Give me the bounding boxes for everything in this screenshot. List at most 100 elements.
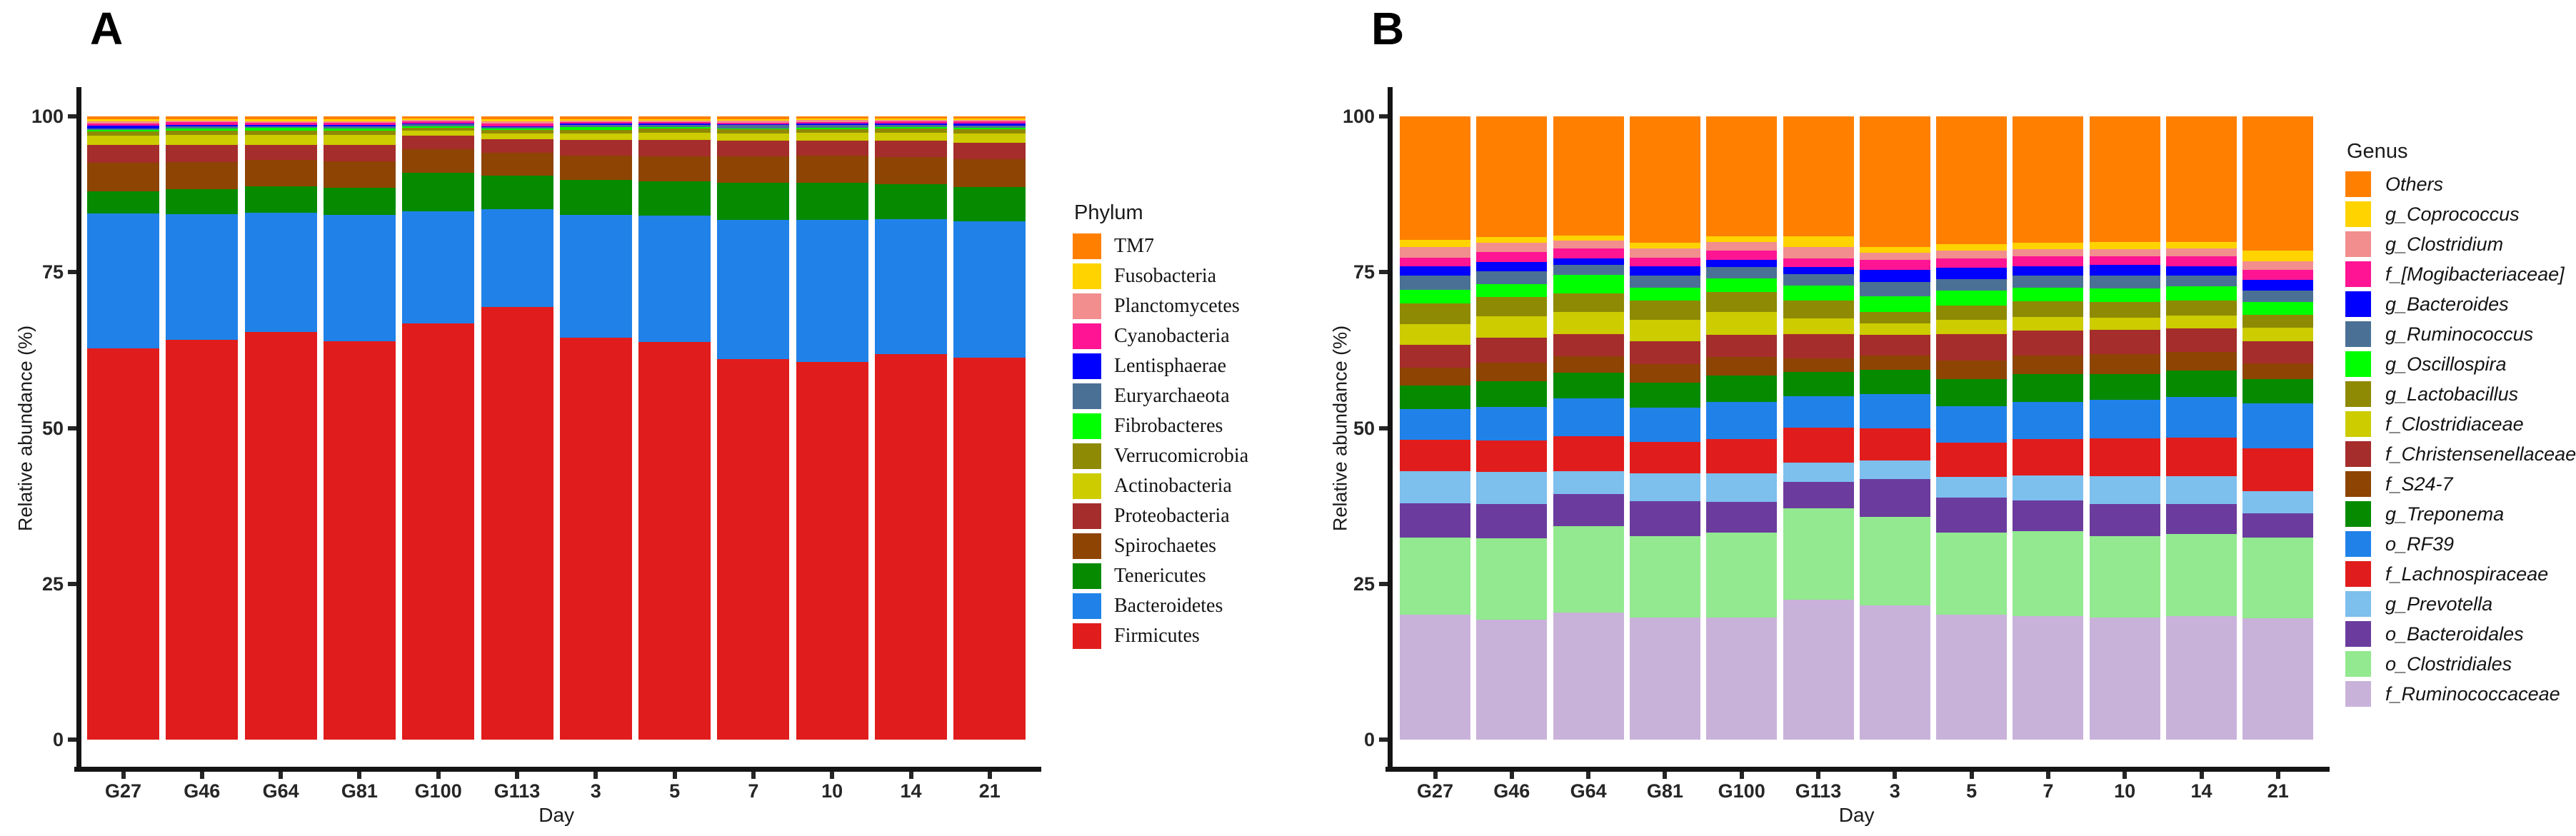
bar-segment — [323, 215, 396, 342]
legend-item: Cyanobacteria — [1073, 323, 1301, 353]
bar-segment — [402, 149, 475, 173]
legend-swatch — [2345, 201, 2371, 227]
bar-segment — [1706, 439, 1778, 474]
bar-segment — [166, 126, 239, 129]
bar-segment — [875, 141, 947, 158]
bar-segment — [323, 161, 396, 188]
bar-segment — [481, 119, 553, 121]
bar-segment — [796, 119, 868, 121]
legend-swatch — [1073, 503, 1101, 529]
bar-segment — [1553, 525, 1624, 613]
bar-segment — [1553, 494, 1624, 526]
legend-swatch — [2345, 291, 2371, 317]
legend-item-label: g_Prevotella — [2385, 593, 2493, 615]
bar-segment — [402, 211, 475, 323]
bar-segment — [2166, 616, 2237, 740]
bar-segment — [1706, 236, 1778, 243]
bar-segment — [2013, 500, 2084, 532]
bar-segment — [2089, 536, 2160, 618]
legend-swatch — [2345, 381, 2371, 407]
bar-segment — [2089, 116, 2160, 243]
bar-segment — [1400, 503, 1470, 538]
x-tick-label: 5 — [1966, 780, 1978, 802]
x-tick-label: 21 — [978, 780, 1001, 802]
bar-segment — [87, 135, 159, 146]
bar-segment — [2166, 351, 2237, 371]
bar-segment — [87, 131, 159, 136]
panel-b-x-axis-title: Day — [1838, 804, 1875, 826]
x-tick-mark — [2123, 772, 2128, 779]
x-tick-mark — [593, 772, 598, 779]
bar-segment — [2166, 116, 2237, 243]
bar-5 — [638, 116, 711, 740]
legend-item-label: Actinobacteria — [1114, 475, 1232, 497]
bar-segment — [1476, 472, 1548, 505]
bar-segment — [323, 126, 396, 129]
bar-G64 — [1553, 116, 1624, 740]
bar-segment — [2089, 317, 2160, 331]
bar-segment — [1400, 367, 1470, 386]
bar-segment — [1936, 406, 2008, 443]
bar-segment — [323, 128, 396, 131]
bar-segment — [1936, 305, 2008, 321]
bar-segment — [402, 120, 475, 121]
bar-segment — [1859, 253, 1930, 260]
legend-swatch — [1073, 323, 1101, 349]
bar-segment — [1629, 441, 1700, 474]
bar-segment — [323, 188, 396, 216]
bar-segment — [2166, 504, 2237, 534]
bar-segment — [1400, 470, 1470, 504]
bar-segment — [1859, 296, 1930, 313]
bar-segment — [166, 121, 239, 123]
bar-segment — [875, 119, 947, 121]
legend-item-label: o_Bacteroidales — [2385, 623, 2524, 645]
bar-segment — [1400, 289, 1470, 303]
legend-item-label: Euryarchaeota — [1114, 385, 1230, 407]
legend-item-label: TM7 — [1114, 235, 1154, 257]
legend-item-label: g_Oscillospira — [2385, 353, 2507, 375]
bar-segment — [1400, 116, 1470, 240]
bar-segment — [87, 162, 159, 191]
bar-segment — [87, 348, 159, 740]
bar-segment — [166, 122, 239, 125]
panel-b-legend-title: Genus — [2347, 140, 2408, 163]
bar-segment — [1476, 283, 1548, 298]
x-tick-label: 21 — [2267, 780, 2289, 802]
bar-segment — [1476, 297, 1548, 316]
bar-segment — [559, 126, 632, 131]
bar-segment — [2013, 243, 2084, 249]
bar-segment — [1859, 356, 1930, 371]
legend-item: g_Treponema — [2345, 501, 2574, 531]
bar-segment — [1783, 396, 1854, 428]
bar-segment — [1859, 605, 1930, 740]
bar-G81 — [323, 116, 396, 740]
bar-segment — [1706, 250, 1778, 260]
bar-segment — [717, 124, 790, 126]
bar-segment — [244, 119, 317, 121]
legend-item-label: Bacteroidetes — [1114, 595, 1223, 617]
legend-item: Planctomycetes — [1073, 293, 1301, 323]
bar-segment — [1629, 407, 1700, 442]
bar-segment — [244, 134, 317, 145]
legend-swatch — [2345, 261, 2371, 287]
bar-segment — [1936, 378, 2008, 406]
y-tick-mark — [1379, 114, 1388, 119]
x-tick-mark — [830, 772, 835, 779]
bar-segment — [1629, 275, 1700, 288]
bar-segment — [2166, 275, 2237, 287]
bar-14 — [875, 116, 947, 740]
bar-segment — [796, 120, 868, 123]
x-tick-label: G27 — [1416, 780, 1454, 802]
bar-segment — [1859, 479, 1930, 518]
legend-item: g_Ruminococcus — [2345, 321, 2574, 351]
bar-segment — [1553, 258, 1624, 266]
bar-segment — [717, 129, 790, 134]
bar-segment — [559, 124, 632, 126]
bar-segment — [1859, 460, 1930, 480]
bar-segment — [796, 140, 868, 156]
legend-swatch — [1073, 623, 1101, 649]
bar-segment — [796, 219, 868, 362]
bar-segment — [1706, 376, 1778, 402]
bar-segment — [1629, 319, 1700, 342]
bar-segment — [953, 134, 1026, 143]
